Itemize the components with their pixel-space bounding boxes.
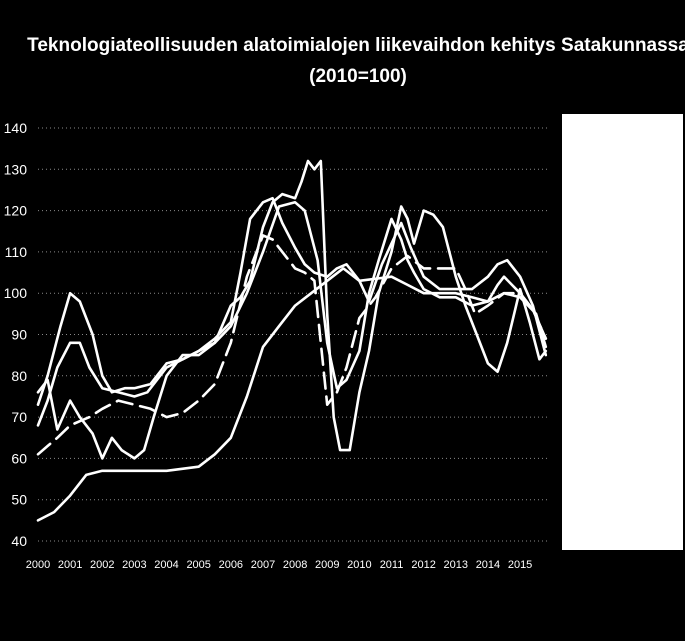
x-tick-label: 2006 [219, 559, 243, 571]
x-tick-label: 2009 [315, 559, 339, 571]
x-tick-label: 2011 [380, 559, 404, 571]
x-tick-label: 2010 [347, 559, 371, 571]
series-line-5 [36, 234, 548, 456]
y-tick-label: 90 [11, 327, 27, 343]
x-tick-label: 2007 [251, 559, 275, 571]
x-tick-label: 2003 [122, 559, 146, 571]
x-tick-label: 2002 [90, 559, 114, 571]
y-tick-label: 40 [11, 533, 27, 549]
y-tick-label: 140 [4, 120, 28, 136]
chart-subtitle: (2010=100) [309, 66, 407, 87]
series-line-3 [36, 196, 548, 407]
y-axis-ticks: 40 50 60 70 80 90 100 110 120 130 140 [4, 120, 28, 549]
series-line-1 [36, 267, 548, 522]
x-tick-label: 2004 [154, 559, 178, 571]
y-tick-label: 120 [4, 203, 28, 219]
y-tick-label: 50 [11, 492, 27, 508]
x-tick-label: 2013 [444, 559, 468, 571]
y-tick-label: 130 [4, 161, 28, 177]
y-tick-label: 110 [5, 244, 28, 260]
x-tick-label: 2012 [411, 559, 435, 571]
y-tick-label: 60 [11, 450, 27, 466]
y-tick-label: 100 [4, 285, 28, 301]
series-lines [36, 159, 548, 522]
legend-box [562, 114, 683, 550]
y-tick-label: 80 [11, 368, 27, 384]
x-tick-label: 2015 [508, 559, 532, 571]
x-tick-label: 2000 [26, 559, 50, 571]
x-tick-label: 2014 [476, 559, 500, 571]
grid [38, 127, 549, 542]
chart-title: Teknologiateollisuuden alatoimialojen li… [27, 35, 685, 56]
x-tick-label: 2001 [58, 559, 82, 571]
x-tick-label: 2008 [283, 559, 307, 571]
x-tick-label: 2005 [186, 559, 210, 571]
x-axis-ticks: 2000 2001 2002 2003 2004 2005 2006 2007 2008 2009… [26, 559, 533, 571]
y-tick-label: 70 [11, 409, 27, 425]
series-line-4 [36, 159, 548, 460]
